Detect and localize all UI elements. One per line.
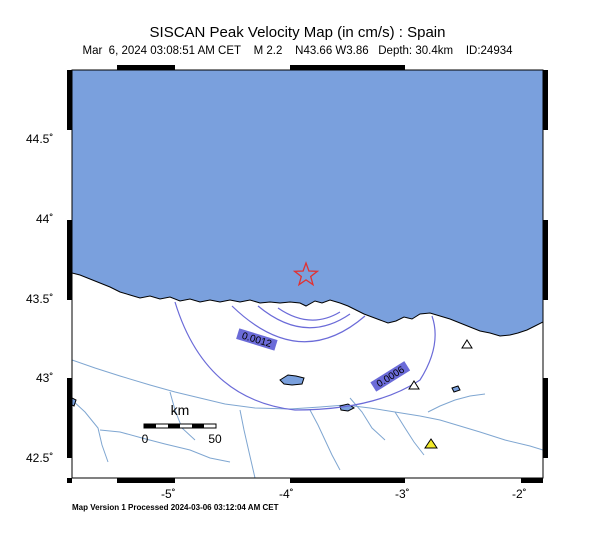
river xyxy=(72,359,421,417)
border-segment xyxy=(117,65,175,70)
lake xyxy=(451,385,461,393)
scale-bar: km 0 50 xyxy=(142,402,222,446)
station-triangle-yellow-icon[interactable] xyxy=(424,438,438,449)
scale-bar-segment xyxy=(144,424,156,428)
lat-label: 43.5˚ xyxy=(26,292,54,306)
border-segment xyxy=(543,70,548,130)
lake xyxy=(279,374,305,386)
lat-label: 43˚ xyxy=(36,371,54,385)
contour-line xyxy=(174,301,436,411)
border-segment xyxy=(67,70,72,130)
scale-bar-segment xyxy=(168,424,180,428)
contour-line xyxy=(277,307,341,321)
lake xyxy=(72,397,77,407)
map-border xyxy=(67,65,548,483)
scale-bar-tick-label: 50 xyxy=(208,432,222,446)
border-segment xyxy=(543,378,548,458)
lat-label: 42.5˚ xyxy=(26,451,54,465)
lat-label: 44.5˚ xyxy=(26,132,54,146)
event-magnitude: M 2.2 xyxy=(253,45,283,57)
contour-label-bg xyxy=(236,328,278,351)
border-segment xyxy=(290,478,405,483)
border-segment xyxy=(543,220,548,300)
border-segment xyxy=(67,378,72,458)
river xyxy=(419,415,543,451)
event-id: ID:24934 xyxy=(465,45,513,57)
river xyxy=(309,409,341,471)
lon-label: -4˚ xyxy=(279,487,294,501)
event-location: N43.66 W3.86 xyxy=(295,45,369,57)
contours xyxy=(174,301,436,411)
footer-text: Map Version 1 Processed 2024-03-06 03:12… xyxy=(72,503,279,512)
lon-label: -3˚ xyxy=(395,487,410,501)
river xyxy=(394,411,425,456)
border-segment xyxy=(117,478,175,483)
contour-line xyxy=(231,305,366,343)
lat-label: 44˚ xyxy=(36,212,54,226)
sea-area xyxy=(72,70,543,337)
lon-label: -2˚ xyxy=(512,487,527,501)
border-segment xyxy=(67,220,72,300)
river xyxy=(72,399,109,463)
station-triangle-icon[interactable] xyxy=(408,380,420,390)
river xyxy=(169,391,196,441)
border-segment xyxy=(67,478,72,483)
contour-label-bg xyxy=(370,361,411,392)
map-subtitle: Mar 6, 2024 03:08:51 AM CET M 2.2 N43.66… xyxy=(0,45,595,57)
rivers xyxy=(72,359,543,478)
event-depth: Depth: 30.4km xyxy=(378,45,454,57)
event-date: Mar 6, 2024 03:08:51 AM CET xyxy=(82,45,241,57)
river xyxy=(99,429,231,463)
border-segment xyxy=(521,478,543,483)
station-triangle-icon[interactable] xyxy=(461,339,473,349)
scale-bar-unit: km xyxy=(171,402,190,418)
lon-label: -5˚ xyxy=(161,487,176,501)
river xyxy=(427,393,486,413)
map-title: SISCAN Peak Velocity Map (in cm/s) : Spa… xyxy=(149,24,446,41)
map-area: 0.0012 0.0006 km 0 50 xyxy=(72,70,543,478)
scale-bar-segment xyxy=(192,424,204,428)
border-segment xyxy=(290,65,405,70)
epicenter-star-icon[interactable] xyxy=(292,261,320,287)
river xyxy=(239,409,256,478)
contour-line xyxy=(257,305,351,329)
scale-bar-tick-label: 0 xyxy=(142,432,149,446)
